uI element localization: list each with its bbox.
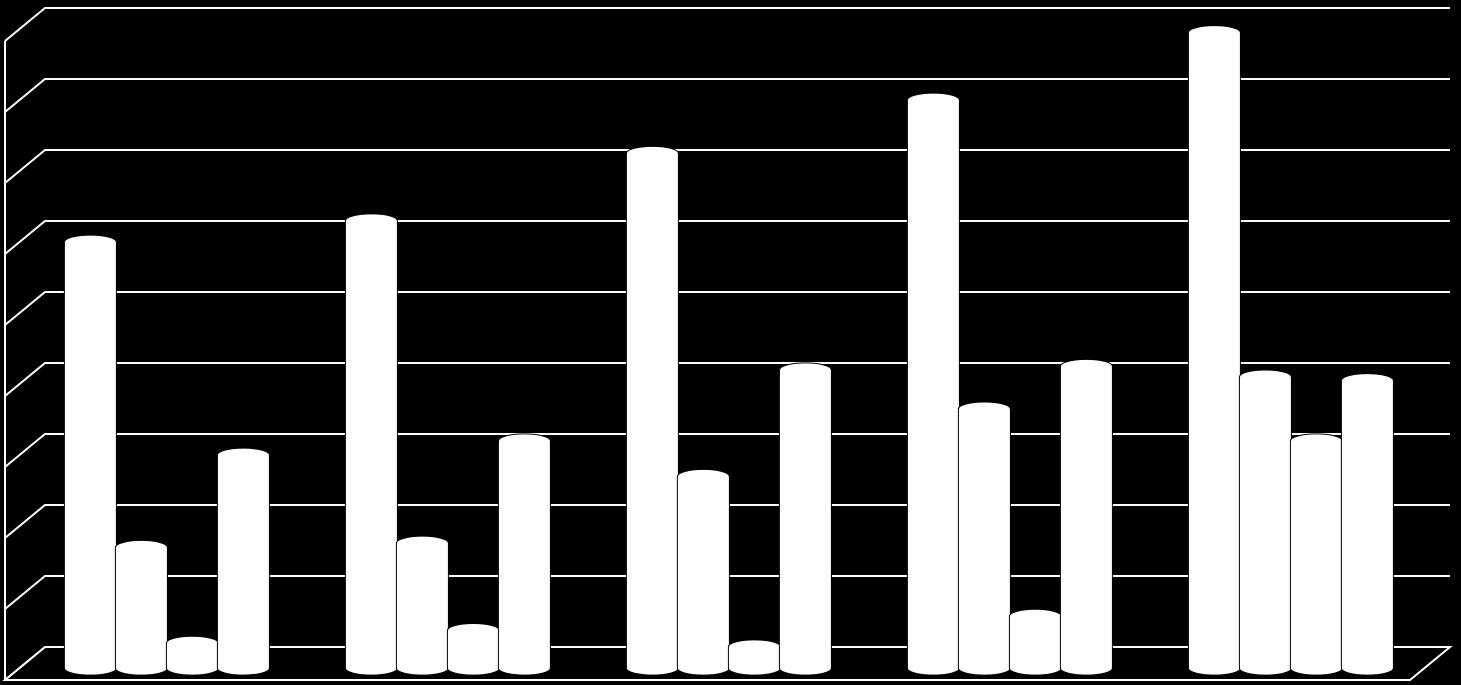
bar (906, 92, 960, 676)
grid-line (4, 7, 1450, 42)
grid-line (4, 220, 1450, 255)
bar (1187, 25, 1241, 676)
bar (216, 447, 270, 676)
grid-line (4, 149, 1450, 184)
bar (395, 535, 449, 676)
bar (1289, 433, 1343, 676)
bar (165, 635, 219, 676)
bar (344, 213, 398, 676)
bar (727, 639, 781, 676)
bar (1008, 608, 1062, 676)
bar (114, 539, 168, 676)
bar (446, 622, 500, 676)
grid-line (4, 78, 1450, 113)
grid-line (4, 362, 1450, 397)
bar (497, 433, 551, 676)
grid-line (4, 291, 1450, 326)
bar (1238, 369, 1292, 676)
bar (625, 145, 679, 676)
bar (778, 362, 832, 676)
bar (676, 468, 730, 676)
bar (957, 401, 1011, 676)
bar (1340, 373, 1394, 676)
bar (63, 234, 117, 676)
bar (1059, 358, 1113, 676)
